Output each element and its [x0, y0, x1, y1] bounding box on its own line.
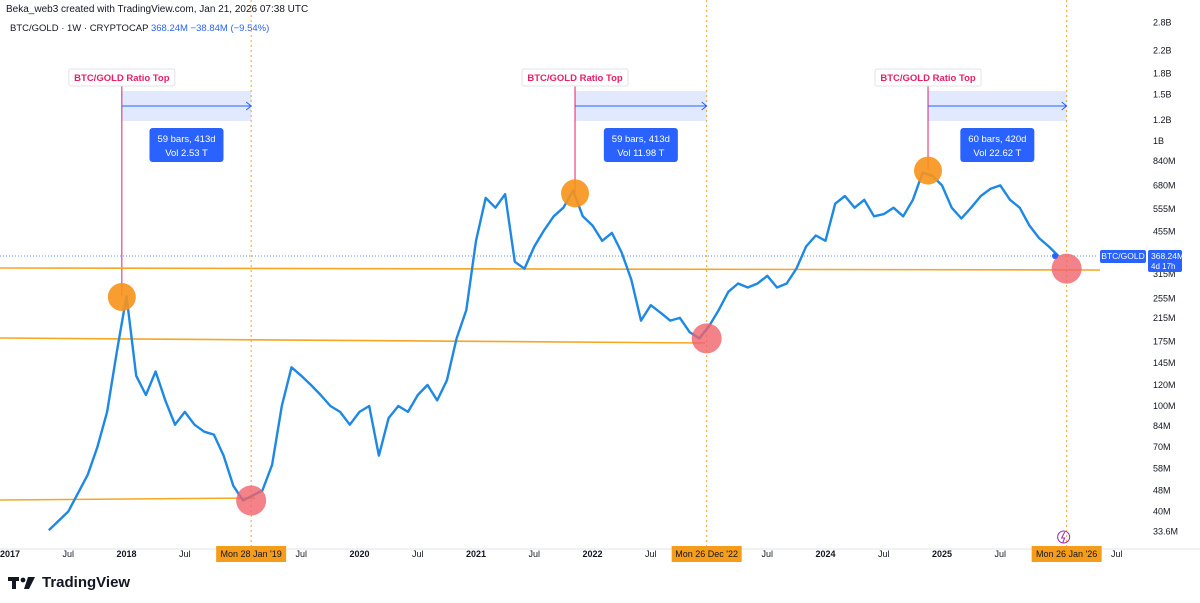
- x-tick-16: Jul: [1111, 549, 1123, 559]
- y-tick-15: 120M: [1153, 380, 1176, 390]
- y-tick-8: 555M: [1153, 204, 1176, 214]
- cycle-bottom-marker-2: [1051, 253, 1082, 284]
- price-tag-value: 368.24M: [1151, 251, 1184, 261]
- symbol-value: 368.24M: [150, 23, 188, 34]
- price-series-line: [47, 171, 1060, 532]
- x-tick-3: Jul: [179, 549, 191, 559]
- ratio-top-label-0: BTC/GOLD Ratio Top: [74, 73, 170, 84]
- date-label-0: Mon 28 Jan '19: [221, 549, 282, 559]
- last-price-dot: [1052, 252, 1059, 259]
- date-label-box-0: [216, 546, 287, 562]
- symbol-name[interactable]: BTC/GOLD · 1W · CRYPTOCAP: [10, 23, 149, 34]
- x-tick-13: Jul: [878, 549, 890, 559]
- x-tick-8: Jul: [528, 549, 540, 559]
- y-tick-13: 175M: [1153, 337, 1176, 347]
- x-tick-2: 2018: [116, 549, 136, 559]
- y-tick-6: 840M: [1153, 156, 1176, 166]
- y-tick-7: 680M: [1153, 180, 1176, 190]
- x-tick-7: 2021: [466, 549, 486, 559]
- x-tick-12: 2024: [815, 549, 835, 559]
- support-trendline-1: [0, 337, 706, 344]
- x-tick-0: 2017: [0, 549, 20, 559]
- date-label-1: Mon 26 Dec '22: [675, 549, 738, 559]
- range-stats-bars-2: 60 bars, 420d: [968, 134, 1026, 145]
- y-tick-18: 70M: [1153, 442, 1171, 452]
- x-tick-9: 2022: [582, 549, 602, 559]
- ratio-top-label-box-2: [874, 68, 982, 87]
- x-tick-5: 2020: [349, 549, 369, 559]
- tradingview-brand: TradingView: [42, 574, 131, 591]
- ratio-top-marker-0: [107, 283, 136, 312]
- y-tick-3: 1.5B: [1153, 89, 1172, 99]
- y-tick-21: 40M: [1153, 506, 1171, 516]
- x-tick-1: Jul: [62, 549, 74, 559]
- date-range-arrowhead-2: [1061, 101, 1068, 111]
- y-tick-2: 1.8B: [1153, 68, 1172, 78]
- cycle-bottom-marker-0: [236, 485, 267, 516]
- chart-author-caption: Beka_web3 created with TradingView.com, …: [6, 4, 309, 15]
- ratio-top-label-box-0: [68, 68, 176, 87]
- y-tick-17: 84M: [1153, 421, 1171, 431]
- x-tick-14: 2025: [932, 549, 952, 559]
- y-tick-20: 48M: [1153, 485, 1171, 495]
- support-trendline-0: [0, 497, 256, 501]
- y-tick-5: 1B: [1153, 136, 1164, 146]
- y-tick-12: 215M: [1153, 313, 1176, 323]
- y-tick-9: 455M: [1153, 227, 1176, 237]
- y-tick-11: 255M: [1153, 293, 1176, 303]
- symbol-legend: BTC/GOLD · 1W · CRYPTOCAP 368.24M −38.84…: [10, 23, 269, 34]
- date-range-arrowhead-0: [245, 101, 252, 111]
- y-tick-19: 58M: [1153, 464, 1171, 474]
- x-tick-10: Jul: [645, 549, 657, 559]
- range-stats-bars-1: 59 bars, 413d: [612, 134, 670, 145]
- y-tick-0: 2.8B: [1153, 18, 1172, 28]
- ratio-top-marker-1: [561, 179, 590, 208]
- ratio-top-label-1: BTC/GOLD Ratio Top: [527, 73, 623, 84]
- y-tick-1: 2.2B: [1153, 45, 1172, 55]
- y-tick-14: 145M: [1153, 358, 1176, 368]
- ratio-top-label-box-1: [521, 68, 629, 87]
- ratio-top-marker-2: [914, 156, 943, 185]
- price-tag-value-box: [1148, 249, 1182, 272]
- y-tick-16: 100M: [1153, 401, 1176, 411]
- y-tick-4: 1.2B: [1153, 115, 1172, 125]
- price-tag-name: BTC/GOLD: [1101, 251, 1144, 261]
- date-label-box-2: [1031, 546, 1102, 562]
- y-tick-10: 315M: [1153, 269, 1176, 279]
- tradingview-logo-icon: [8, 576, 35, 589]
- range-stats-box-0: [149, 128, 224, 162]
- x-tick-4: Jul: [295, 549, 307, 559]
- symbol-change: −38.84M (−9.54%): [190, 23, 270, 34]
- lightning-icon: [1060, 531, 1066, 544]
- date-label-2: Mon 26 Jan '26: [1036, 549, 1097, 559]
- price-tag-countdown: 4d 17h: [1151, 262, 1175, 271]
- tradingview-footer: TradingView: [8, 574, 130, 591]
- price-chart[interactable]: BTC/GOLD Ratio Top 59 bars, 413d Vol 2.53 …: [0, 0, 1200, 572]
- range-stats-box-2: [960, 128, 1035, 162]
- range-stats-vol-0: Vol 2.53 T: [165, 148, 208, 159]
- date-label-box-1: [671, 546, 742, 562]
- y-tick-22: 33.6M: [1153, 527, 1178, 537]
- range-stats-box-1: [603, 128, 678, 162]
- range-stats-vol-1: Vol 11.98 T: [617, 148, 664, 159]
- x-tick-6: Jul: [412, 549, 424, 559]
- range-stats-vol-2: Vol 22.62 T: [973, 148, 1021, 159]
- date-range-arrowhead-1: [701, 101, 708, 111]
- ratio-top-label-2: BTC/GOLD Ratio Top: [880, 73, 976, 84]
- x-tick-11: Jul: [761, 549, 773, 559]
- cycle-bottom-marker-1: [691, 323, 722, 354]
- x-tick-15: Jul: [994, 549, 1006, 559]
- support-trendline-2: [0, 267, 1101, 271]
- range-stats-bars-0: 59 bars, 413d: [157, 134, 215, 145]
- price-tag-name-box: [1100, 249, 1146, 263]
- lightning-icon-ring: [1057, 530, 1071, 544]
